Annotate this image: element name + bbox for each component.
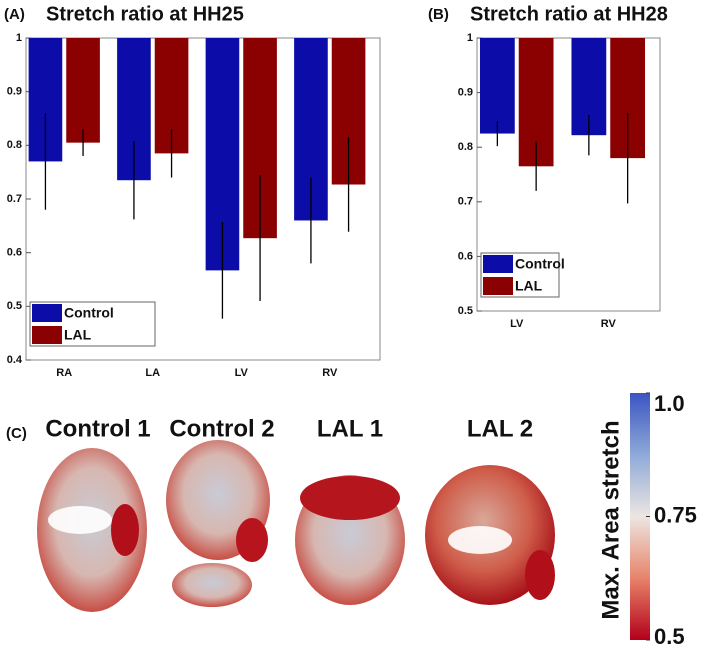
heart-renderings xyxy=(37,440,555,612)
colorbar-tick-label: 1.0 xyxy=(654,391,685,416)
legend-swatch xyxy=(483,255,513,273)
y-tick-label: 0.7 xyxy=(7,193,22,205)
heart-shape xyxy=(448,526,512,554)
y-tick-label: 0.5 xyxy=(7,300,22,312)
heart-shape xyxy=(111,504,139,556)
y-tick-label: 0.9 xyxy=(7,86,22,98)
heart-shape xyxy=(48,506,112,534)
colorbar xyxy=(630,393,650,640)
x-tick-label: RA xyxy=(56,367,72,379)
legend-label: LAL xyxy=(64,327,92,343)
x-tick-label: RV xyxy=(322,367,338,379)
x-tick-label: LA xyxy=(145,367,160,379)
chart-title: Stretch ratio at HH25 xyxy=(46,3,244,25)
sample-label: LAL 2 xyxy=(467,415,533,442)
heart-shape xyxy=(300,476,400,520)
heart-shape xyxy=(172,563,252,607)
y-tick-label: 1 xyxy=(467,32,473,44)
bar xyxy=(479,38,515,134)
y-tick-label: 0.6 xyxy=(7,247,22,259)
sample-label: Control 1 xyxy=(45,415,150,442)
legend-swatch xyxy=(483,277,513,295)
panel-label: (B) xyxy=(428,6,449,23)
x-tick-label: RV xyxy=(601,318,617,330)
legend-label: LAL xyxy=(515,278,543,294)
chart-title: Stretch ratio at HH28 xyxy=(470,3,668,25)
x-tick-label: LV xyxy=(510,318,524,330)
y-tick-label: 0.5 xyxy=(458,305,473,317)
panel-label: (C) xyxy=(6,425,27,442)
y-tick-label: 0.8 xyxy=(458,141,473,153)
legend-label: Control xyxy=(64,305,114,321)
bar xyxy=(66,38,100,143)
y-tick-label: 0.8 xyxy=(7,139,22,151)
y-tick-label: 0.4 xyxy=(7,354,23,366)
heart-shape xyxy=(236,518,268,562)
heart-shape xyxy=(525,550,555,600)
y-tick-label: 0.6 xyxy=(458,250,473,262)
colorbar-tick-label: 0.5 xyxy=(654,624,685,649)
x-tick-label: LV xyxy=(235,367,249,379)
sample-label: LAL 1 xyxy=(317,415,383,442)
legend-swatch xyxy=(32,326,62,344)
y-tick-label: 0.9 xyxy=(458,87,473,99)
panel-label: (A) xyxy=(4,6,25,23)
legend-label: Control xyxy=(515,256,565,272)
colorbar-title: Max. Area stretch xyxy=(597,420,624,619)
colorbar-tick-label: 0.75 xyxy=(654,502,697,527)
legend-swatch xyxy=(32,304,62,322)
y-tick-label: 0.7 xyxy=(458,196,473,208)
sample-label: Control 2 xyxy=(169,415,274,442)
y-tick-label: 1 xyxy=(16,32,22,44)
